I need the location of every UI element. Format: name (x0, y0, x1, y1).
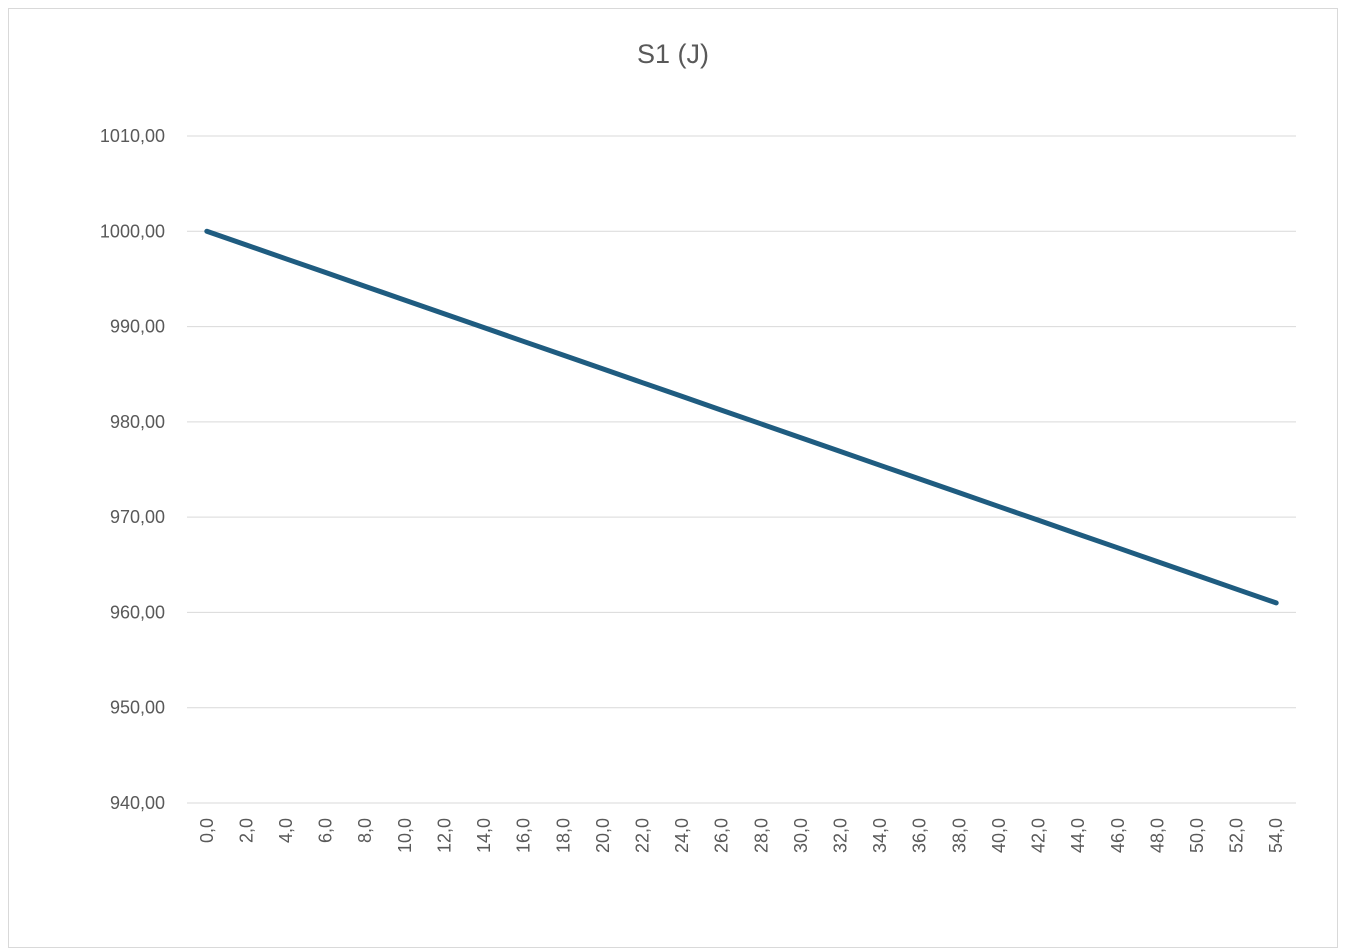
x-tick-label: 44,0 (1068, 818, 1088, 853)
x-tick-label: 14,0 (474, 818, 494, 853)
series-line (204, 228, 1279, 606)
x-tick-label: 42,0 (1029, 818, 1049, 853)
x-tick-label: 32,0 (831, 818, 851, 853)
y-tick-label: 980,00 (110, 412, 165, 432)
y-tick-label: 1000,00 (100, 221, 165, 241)
y-tick-label: 940,00 (110, 793, 165, 813)
x-tick-label: 0,0 (197, 818, 217, 843)
x-tick-label: 36,0 (910, 818, 930, 853)
gridlines (187, 135, 1296, 804)
x-tick-label: 46,0 (1108, 818, 1128, 853)
x-tick-label: 40,0 (989, 818, 1009, 853)
line-chart: S1 (J) 940,00 950,00 960,00 970,00 980,00 990… (100, 39, 1296, 853)
series-layer (204, 228, 1279, 606)
x-tick-label: 28,0 (751, 818, 771, 853)
y-tick-label: 990,00 (110, 317, 165, 337)
x-tick-label: 26,0 (712, 818, 732, 853)
x-tick-label: 54,0 (1266, 818, 1286, 853)
x-tick-label: 10,0 (395, 818, 415, 853)
y-tick-label: 950,00 (110, 698, 165, 718)
x-tick-label: 18,0 (553, 818, 573, 853)
x-tick-label: 8,0 (355, 818, 375, 843)
chart-title: S1 (J) (637, 39, 709, 69)
y-axis-tick-labels: 940,00 950,00 960,00 970,00 980,00 990,00 1000… (100, 126, 165, 813)
x-axis-tick-labels: 0,0 2,0 4,0 6,0 8,0 10,0 12,0 14,0 16,0 18,0 20,0 2… (197, 818, 1286, 853)
y-tick-label: 1010,00 (100, 126, 165, 146)
x-tick-label: 16,0 (514, 818, 534, 853)
x-tick-label: 12,0 (434, 818, 454, 853)
x-tick-label: 22,0 (632, 818, 652, 853)
x-tick-label: 2,0 (236, 818, 256, 843)
x-tick-label: 4,0 (276, 818, 296, 843)
x-tick-label: 24,0 (672, 818, 692, 853)
y-tick-label: 960,00 (110, 602, 165, 622)
x-tick-label: 52,0 (1227, 818, 1247, 853)
x-tick-label: 34,0 (870, 818, 890, 853)
x-tick-label: 30,0 (791, 818, 811, 853)
x-tick-label: 6,0 (316, 818, 336, 843)
x-tick-label: 50,0 (1187, 818, 1207, 853)
x-tick-label: 38,0 (949, 818, 969, 853)
x-tick-label: 48,0 (1147, 818, 1167, 853)
chart-area (8, 8, 1338, 948)
y-tick-label: 970,00 (110, 507, 165, 527)
x-tick-label: 20,0 (593, 818, 613, 853)
